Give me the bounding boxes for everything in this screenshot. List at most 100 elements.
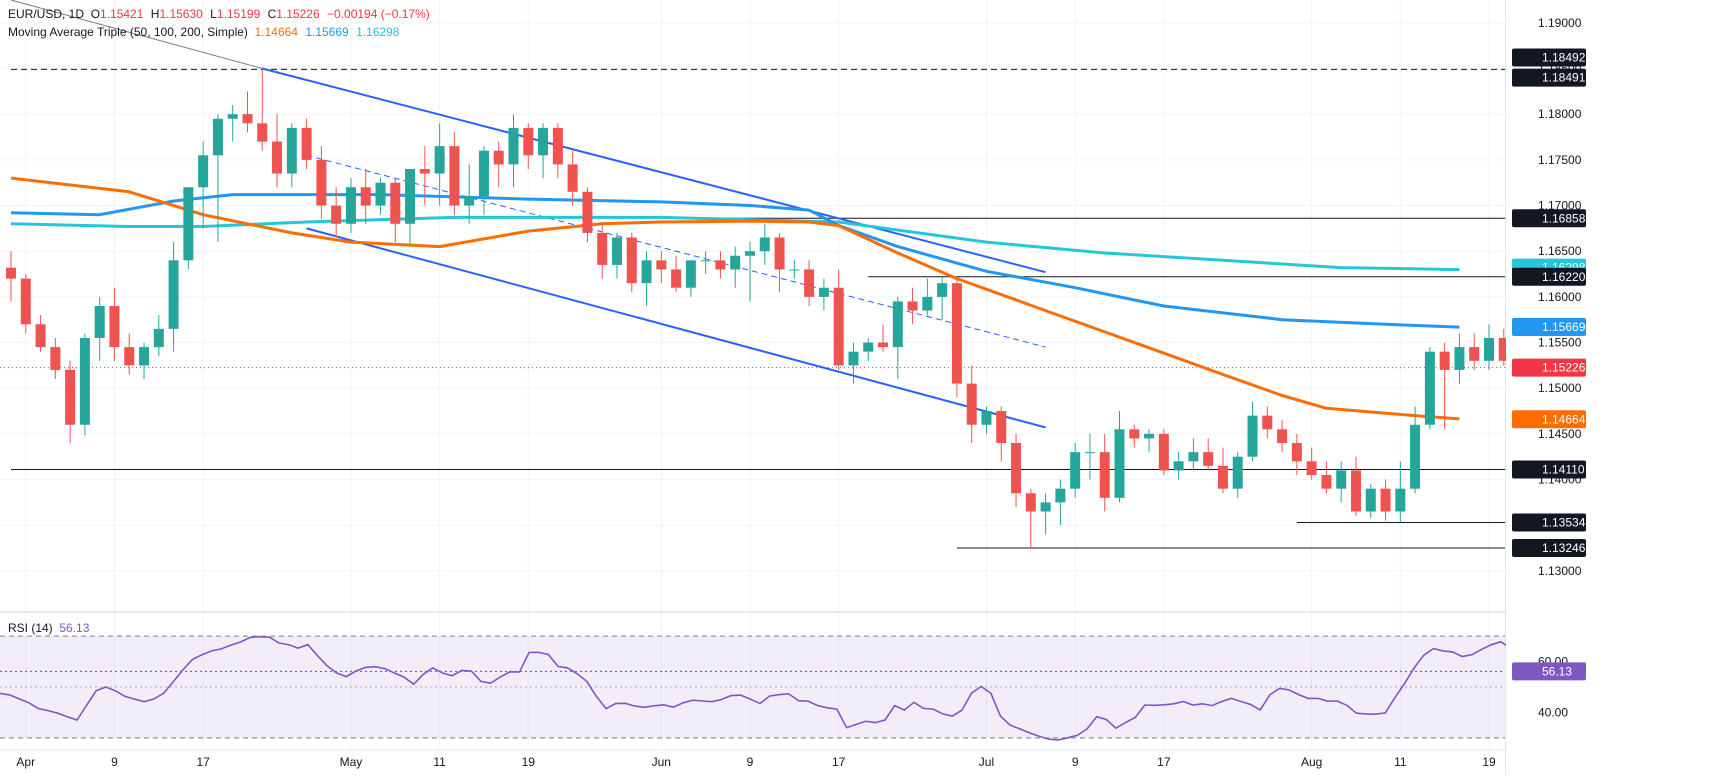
time-tick-label: 17 (196, 755, 210, 769)
candle (523, 123, 534, 169)
price-tick-label: 1.14500 (1538, 427, 1582, 441)
candle-body (124, 347, 135, 366)
candle (996, 406, 1007, 462)
candle-body (818, 287, 829, 297)
candle (464, 164, 475, 224)
candle-body (937, 283, 948, 297)
close-label: C (267, 7, 277, 21)
candle-body (966, 383, 977, 425)
candle-body (951, 283, 962, 384)
candle-body (1321, 474, 1332, 489)
price-tag-text: 1.14664 (1542, 412, 1586, 426)
candle-body (552, 127, 563, 165)
candle (1173, 452, 1184, 480)
close-value: 1.15226 (276, 7, 320, 21)
candle (1306, 447, 1317, 480)
candle (1129, 424, 1140, 448)
rsi-tag-text: 56.13 (1542, 664, 1572, 678)
candle (1424, 347, 1435, 430)
candle (375, 178, 386, 215)
candle (1365, 484, 1376, 518)
candle (331, 187, 342, 238)
candle (1188, 438, 1199, 471)
candle-body (212, 118, 223, 156)
candle-body (493, 150, 504, 165)
price-tag: 1.14110 (1512, 460, 1586, 479)
candle (1025, 488, 1036, 549)
candle-body (745, 251, 755, 256)
candle-body (1232, 456, 1243, 489)
candle-body (1469, 347, 1480, 361)
candle-body (6, 267, 16, 279)
candle-body (198, 155, 209, 188)
candle-body (671, 269, 682, 288)
candle (405, 168, 416, 247)
candle (878, 324, 889, 352)
candle (212, 114, 223, 243)
candle-body (1040, 502, 1051, 512)
price-axis: 1.190001.185001.180001.175001.170001.165… (1506, 0, 1729, 775)
time-tick-label: 9 (1072, 755, 1079, 769)
candle-body (774, 237, 785, 270)
candle (286, 123, 297, 188)
price-tick-label: 1.18000 (1538, 107, 1582, 121)
price-tag-bg (1512, 209, 1586, 228)
candle (1232, 452, 1243, 498)
candle-body (464, 196, 475, 206)
time-axis: Apr 9 17 May 11 19 Jun 9 17 Jul 9 17 Aug 11 19 (16, 755, 1496, 769)
candle-body (611, 237, 622, 265)
candle (1070, 443, 1081, 498)
candle-body (656, 260, 667, 270)
candle-body (449, 146, 460, 206)
candle-body (301, 127, 312, 160)
price-tag-text: 1.13534 (1542, 515, 1586, 529)
price-tag-text: 1.18491 (1542, 71, 1586, 85)
candle-body (626, 237, 637, 284)
candle (183, 187, 194, 270)
candle (626, 232, 637, 293)
price-tag: 1.18491 (1512, 68, 1586, 87)
candle-body (257, 123, 268, 142)
change-value: −0.00194 (−0.17%) (327, 7, 430, 21)
candle (641, 251, 652, 306)
candle (567, 150, 578, 206)
candle (419, 146, 430, 206)
candle (538, 123, 549, 179)
candle (1040, 493, 1051, 535)
symbol-label: EUR/USD, 1D (8, 7, 85, 21)
ma100-line (10, 193, 1460, 329)
rsi-tag-bg (1512, 662, 1586, 681)
candle (951, 278, 962, 398)
candle (1350, 456, 1361, 517)
price-tag-bg (1512, 267, 1586, 286)
price-tag-text: 1.18492 (1542, 51, 1586, 65)
candle-body (1277, 429, 1288, 444)
candle (656, 251, 667, 284)
candle (272, 114, 283, 188)
candle (1336, 461, 1347, 503)
candle-body (981, 411, 992, 425)
candle-body (65, 369, 76, 425)
candle-body (20, 278, 31, 325)
candle-body (1173, 461, 1184, 471)
candle-body (1365, 488, 1376, 512)
rsi-value-tag: 56.13 (1512, 662, 1586, 681)
price-tag: 1.14664 (1512, 410, 1586, 429)
candle (1498, 328, 1509, 366)
candle-body (730, 255, 741, 270)
candle-body (434, 146, 445, 174)
time-tick-label: 9 (747, 755, 754, 769)
candle (390, 178, 401, 243)
ma100-value: 1.15669 (305, 25, 349, 39)
price-tag-text: 1.15226 (1542, 361, 1586, 375)
price-tag-bg (1512, 539, 1586, 558)
time-tick-label: 17 (832, 755, 846, 769)
candle-body (1350, 470, 1361, 512)
price-tick-label: 1.16500 (1538, 244, 1582, 258)
time-tick-label: 9 (111, 755, 118, 769)
candle-body (1484, 337, 1494, 361)
candle (597, 223, 608, 279)
